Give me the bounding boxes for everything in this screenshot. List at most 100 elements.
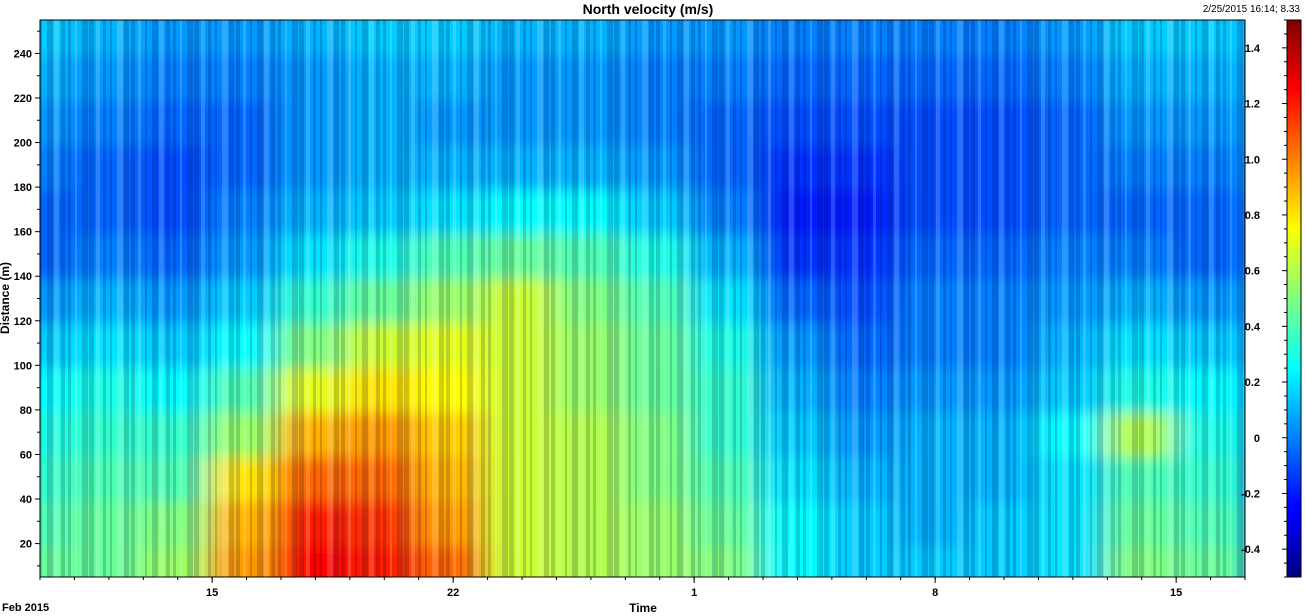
heatmap-cell: [1104, 184, 1180, 235]
heatmap-cell: [71, 184, 147, 235]
heatmap-cell: [484, 362, 560, 413]
heatmap-cell: [691, 184, 766, 235]
heatmap-cell: [691, 50, 766, 101]
heatmap-cell: [1173, 362, 1245, 413]
heatmap-texture-streak: [1041, 20, 1045, 577]
heatmap-texture-streak: [306, 20, 310, 577]
heatmap-texture-streak: [985, 20, 987, 577]
heatmap-texture-streak: [124, 20, 129, 577]
heatmap-cell: [1104, 540, 1180, 577]
heatmap-texture-streak: [1125, 20, 1127, 577]
x-axis-label: Time: [629, 601, 657, 615]
heatmap-cell: [553, 20, 629, 57]
heatmap-cell: [691, 273, 766, 324]
heatmap-cell: [828, 184, 904, 235]
heatmap-cell: [1104, 407, 1180, 458]
heatmap-texture-streak: [383, 20, 386, 577]
heatmap-texture-streak: [901, 20, 905, 577]
heatmap-texture-streak: [362, 20, 368, 577]
heatmap-cell: [1104, 50, 1180, 101]
heatmap-cell: [140, 228, 216, 280]
heatmap-cell: [484, 139, 560, 190]
colorbar-tick-label: 0.8: [1245, 210, 1260, 222]
heatmap-cell: [484, 273, 560, 324]
heatmap-cell: [828, 451, 904, 502]
heatmap-texture-streak: [1209, 20, 1214, 577]
heatmap-cell: [966, 496, 1042, 547]
chart-subtitle: 2/25/2015 16:14; 8.33: [1203, 4, 1301, 15]
heatmap-cell: [484, 20, 560, 57]
heatmap-cell: [760, 407, 835, 458]
x-tick-label: 15: [1170, 587, 1182, 599]
heatmap-cell: [415, 540, 491, 577]
chart-title: North velocity (m/s): [583, 1, 714, 17]
heatmap-cell: [278, 317, 353, 369]
heatmap-cell: [346, 540, 422, 577]
heatmap-cell: [415, 317, 491, 369]
heatmap-cell: [278, 139, 353, 190]
heatmap-texture-streak: [96, 20, 100, 577]
heatmap-cell: [484, 228, 560, 280]
heatmap-texture-streak: [285, 20, 287, 577]
heatmap-texture-streak: [131, 20, 135, 577]
heatmap-texture-streak: [852, 20, 858, 577]
heatmap-texture-streak: [369, 20, 374, 577]
heatmap-cell: [209, 50, 284, 101]
heatmap-cell: [484, 317, 560, 369]
heatmap-texture-streak: [474, 20, 479, 577]
heatmap-cell: [691, 451, 766, 502]
heatmap-cell: [691, 496, 766, 547]
heatmap-texture-streak: [579, 20, 584, 577]
heatmap-texture-streak: [411, 20, 415, 577]
heatmap-cell: [71, 317, 147, 369]
heatmap-cell: [897, 273, 973, 324]
heatmap-cell: [346, 451, 422, 502]
heatmap-cell: [415, 273, 491, 324]
heatmap-cell: [1173, 317, 1245, 369]
heatmap-texture-streak: [705, 20, 707, 577]
x-tick-label: 15: [206, 587, 218, 599]
heatmap-cell: [828, 228, 904, 280]
heatmap-cell: [415, 50, 491, 101]
heatmap-texture-streak: [978, 20, 981, 577]
heatmap-cells: [40, 20, 1245, 577]
heatmap-texture-streak: [327, 20, 333, 577]
heatmap-texture-streak: [628, 20, 631, 577]
heatmap-cell: [966, 20, 1042, 57]
heatmap-texture-streak: [1202, 20, 1208, 577]
colorbar-tick-label: 0.6: [1245, 266, 1260, 278]
heatmap-texture-streak: [803, 20, 806, 577]
heatmap-cell: [209, 20, 284, 57]
heatmap-cell: [622, 407, 698, 458]
heatmap-texture-streak: [1006, 20, 1010, 577]
y-tick-label: 180: [14, 182, 32, 194]
heatmap-cell: [553, 496, 629, 547]
heatmap-cell: [966, 139, 1042, 190]
heatmap-cell: [760, 95, 835, 146]
heatmap-texture-streak: [943, 20, 946, 577]
heatmap-cell: [622, 20, 698, 57]
heatmap-texture-streak: [313, 20, 316, 577]
x-tick-label: 8: [932, 587, 938, 599]
heatmap-texture-streak: [341, 20, 345, 577]
heatmap-cell: [1035, 317, 1111, 369]
heatmap-cell: [966, 451, 1042, 502]
heatmap-texture-streak: [397, 20, 403, 577]
heatmap-texture-streak: [117, 20, 123, 577]
heatmap-texture-streak: [1195, 20, 1197, 577]
heatmap-texture-streak: [726, 20, 730, 577]
heatmap-texture-streak: [453, 20, 456, 577]
colorbar-tick-label: -0.2: [1241, 488, 1260, 500]
heatmap-cell: [1035, 496, 1111, 547]
heatmap-texture-streak: [992, 20, 998, 577]
heatmap-cell: [1035, 95, 1111, 146]
heatmap-cell: [278, 20, 353, 57]
heatmap-texture-streak: [817, 20, 823, 577]
heatmap-cell: [140, 362, 216, 413]
heatmap-cell: [484, 95, 560, 146]
heatmap-cell: [71, 451, 147, 502]
heatmap-texture-streak: [915, 20, 917, 577]
heatmap-texture-streak: [187, 20, 193, 577]
heatmap-cell: [1104, 317, 1180, 369]
heatmap-cell: [966, 95, 1042, 146]
